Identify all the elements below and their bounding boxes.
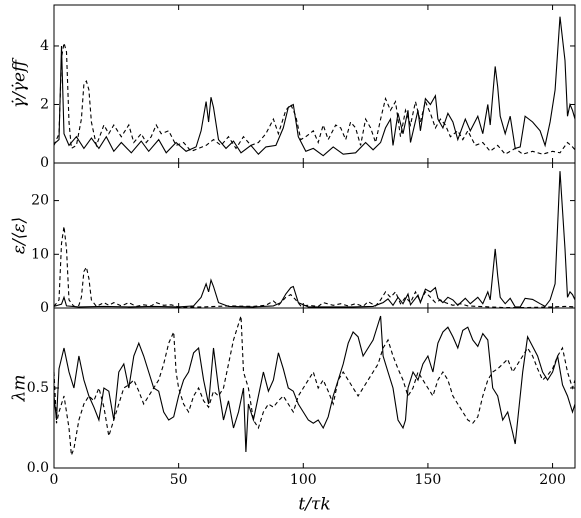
panel-2-frame <box>53 162 576 309</box>
panel-3-frame <box>53 307 576 469</box>
panel-2-ylabel: ε/⟨ε⟩ <box>10 217 30 254</box>
panel-1-ytick-label: 4 <box>40 38 49 54</box>
panel-1-ytick-label: 2 <box>40 96 49 112</box>
x-tick-label: 50 <box>170 472 188 488</box>
panel-2-ytick-label: 0 <box>40 300 49 316</box>
panel-3-ylabel: λm <box>10 375 30 403</box>
panel-3-solid-series-line <box>53 315 576 453</box>
x-tick-label: 200 <box>539 472 566 488</box>
x-tick-label: 0 <box>50 472 59 488</box>
panel-3-ytick-label: 0.0 <box>27 460 49 476</box>
panel-3-dashed-series-line <box>53 315 576 456</box>
panel-1-solid-series-line <box>53 16 576 157</box>
panel-2-ytick-label: 20 <box>31 193 49 209</box>
x-tick-label: 100 <box>290 472 317 488</box>
panel-2-solid-series-line <box>53 171 576 308</box>
panel-3-ytick-label: 0.5 <box>27 380 49 396</box>
panel-1-dashed-series-line <box>53 42 576 155</box>
x-axis-label: t/τk <box>298 495 330 515</box>
panel-2-dashed-series-line <box>53 226 576 309</box>
panel-1-ylabel: γ̇/γ̇eff <box>10 57 30 108</box>
x-tick-label: 150 <box>415 472 442 488</box>
panel-1-ytick-label: 0 <box>40 155 49 171</box>
panel-2-ytick-label: 10 <box>31 246 49 262</box>
